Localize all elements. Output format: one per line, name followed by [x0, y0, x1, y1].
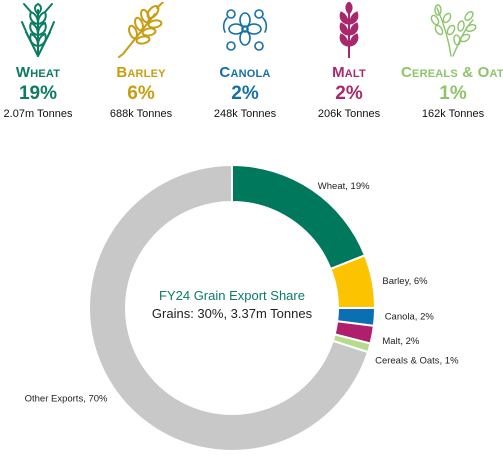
slice-label-malt: Malt, 2%	[382, 336, 420, 347]
stat-tonnes: 162k Tonnes	[421, 108, 485, 120]
stat-name: Malt	[332, 64, 366, 81]
stat-canola: Canola 2% 248k Tonnes	[195, 0, 295, 120]
stat-tonnes: 206k Tonnes	[317, 108, 381, 120]
stat-name: Canola	[219, 64, 271, 81]
donut-center-title: FY24 Grain Export Share	[159, 288, 305, 303]
donut-slice-labels: Wheat, 19% Barley, 6% Canola, 2% Malt, 2% Ce…	[25, 181, 459, 405]
donut-slices	[88, 163, 377, 452]
stat-name: Barley	[116, 64, 166, 81]
stat-percent: 2%	[231, 83, 259, 104]
stat-barley: Barley 6% 688k Tonnes	[91, 0, 191, 120]
stat-percent: 6%	[127, 83, 155, 104]
slice-label-canola: Canola, 2%	[385, 311, 435, 322]
donut-svg: Wheat, 19% Barley, 6% Canola, 2% Malt, 2% Ce…	[25, 163, 459, 452]
grain-export-donut-chart: Wheat, 19% Barley, 6% Canola, 2% Malt, 2% Ce…	[0, 130, 503, 460]
slice-label-cereals-and-oats: Cereals & Oats, 1%	[375, 356, 459, 367]
slice-label-wheat: Wheat, 19%	[318, 181, 370, 192]
stat-wheat: Wheat 19% 2.07m Tonnes	[0, 0, 88, 120]
grain-stats-row: Wheat 19% 2.07m Tonnes Barley 6% 688k To…	[0, 0, 503, 130]
malt-icon	[339, 2, 359, 58]
slice-label-other-exports: Other Exports, 70%	[25, 394, 108, 405]
canola-flower-icon	[222, 9, 268, 51]
slice-label-barley: Barley, 6%	[382, 276, 428, 287]
stat-cereals-oats: Cereals & Oats 1% 162k Tonnes	[401, 0, 503, 120]
stat-percent: 1%	[439, 83, 467, 104]
stat-percent: 2%	[335, 83, 363, 104]
stat-name: Cereals & Oats	[401, 64, 503, 81]
cereals-oats-icon	[430, 4, 477, 57]
stat-percent: 19%	[18, 83, 58, 104]
stat-tonnes: 688k Tonnes	[109, 108, 173, 120]
wheat-icon	[21, 2, 55, 57]
donut-center-subtitle: Grains: 30%, 3.37m Tonnes	[152, 306, 313, 321]
stat-name: Wheat	[15, 64, 61, 81]
barley-icon	[118, 2, 164, 58]
slice-other-exports	[88, 163, 370, 452]
stat-tonnes: 248k Tonnes	[213, 108, 277, 120]
stat-tonnes: 2.07m Tonnes	[3, 108, 73, 120]
stat-malt: Malt 2% 206k Tonnes	[299, 0, 399, 120]
